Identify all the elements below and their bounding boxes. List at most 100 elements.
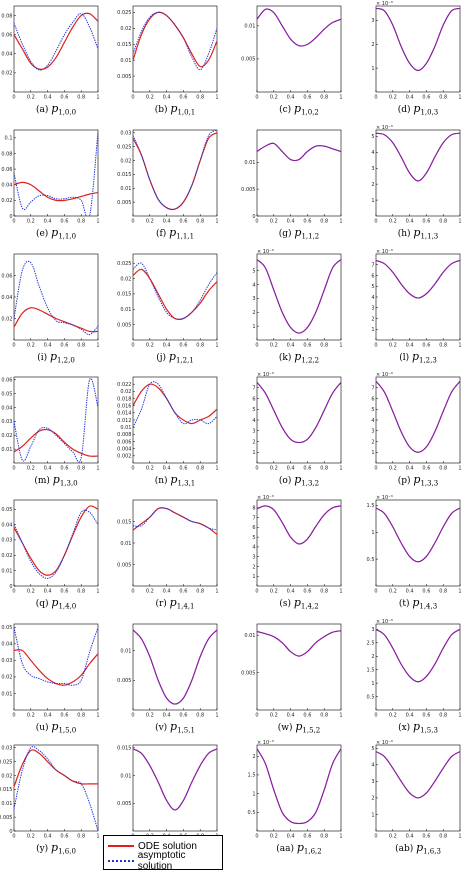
x-tick-label: 1 <box>339 713 342 719</box>
series-line-ode <box>14 12 98 70</box>
x-tick-label: 1 <box>339 834 342 840</box>
x-tick-label: 0.6 <box>60 589 68 595</box>
x-tick-label: 0.4 <box>287 834 295 840</box>
y-tick-label: 1 <box>371 327 374 333</box>
y-tick-label: 3 <box>371 429 374 435</box>
x-tick-label: 0.8 <box>77 834 85 840</box>
x-tick-label: 0.6 <box>422 95 430 101</box>
x-tick-label: 0.6 <box>60 95 68 101</box>
legend-item-ode: ODE solution <box>108 839 197 853</box>
y-tick-label: 0.06 <box>1 167 12 173</box>
x-tick-label: 0.4 <box>406 713 414 719</box>
x-tick-label: 1 <box>96 834 99 840</box>
y-tick-label: 0.022 <box>117 382 131 388</box>
y-tick-label: 0.015 <box>0 787 13 793</box>
y-tick-label: 0.005 <box>241 187 255 193</box>
axes-frame <box>375 623 461 711</box>
y-tick-label: 2 <box>371 654 374 660</box>
subplot: 0 0.2 0.4 0.6 0.8 1 0 0.01 0.02 0.03 0.04 0.05 (q) p… <box>1 499 100 611</box>
axes-frame <box>132 623 218 711</box>
series-line-asymptotic <box>257 8 341 47</box>
x-tick-label: 1 <box>96 95 99 101</box>
x-tick-label: 0.8 <box>439 95 447 101</box>
y-exponent-label: × 10⁻³ <box>376 125 393 131</box>
x-tick-label: 0.4 <box>406 834 414 840</box>
x-tick-label: 0.6 <box>422 343 430 349</box>
x-tick-label: 0 <box>374 466 377 472</box>
y-tick-label: 0.02 <box>120 26 131 32</box>
y-tick-label: 2 <box>252 439 255 445</box>
y-tick-label: 0 <box>9 584 12 590</box>
x-tick-label: 0.2 <box>389 466 397 472</box>
subplot-caption: (g) p1,1,2 <box>279 226 320 241</box>
y-tick-label: 2.5 <box>367 641 375 647</box>
axes-frame <box>132 744 218 832</box>
x-tick-label: 0.8 <box>196 343 204 349</box>
x-tick-label: 0.2 <box>27 219 35 225</box>
y-tick-label: 0.015 <box>117 172 131 178</box>
subplot: 0 0.2 0.4 0.6 0.8 1 1 2 3 4 5 6 7 × 10⁻³ (o) p1,3,2 <box>252 372 342 487</box>
series-line-asymptotic <box>133 262 217 320</box>
x-tick-label: 0.2 <box>27 466 35 472</box>
axes-frame <box>375 744 461 832</box>
subplot: 0 0.2 0.4 0.6 0.8 1 0 0.005 0.01 0.015 0.02 0.025 0.… <box>0 744 100 856</box>
y-tick-label: 0.014 <box>117 411 131 417</box>
y-tick-label: 5 <box>371 134 374 140</box>
x-tick-label: 0.4 <box>406 219 414 225</box>
x-tick-label: 0.8 <box>196 95 204 101</box>
y-tick-label: 0.004 <box>117 446 131 452</box>
y-tick-label: 0.002 <box>117 454 131 460</box>
y-tick-label: 0.025 <box>0 759 13 765</box>
x-tick-label: 0.2 <box>270 834 278 840</box>
subplot: 0 0.2 0.4 0.6 0.8 1 0.01 0.02 0.03 0.04 0.05 0.06 (m… <box>1 376 100 488</box>
x-tick-label: 0 <box>374 343 377 349</box>
y-exponent-label: × 10⁻³ <box>257 249 274 255</box>
x-tick-label: 0.4 <box>163 343 171 349</box>
series-line-asymptotic <box>14 509 98 579</box>
x-tick-label: 0.2 <box>146 95 154 101</box>
axes-frame <box>13 744 99 832</box>
y-tick-label: 0.05 <box>1 391 12 397</box>
y-tick-label: 0 <box>9 214 12 220</box>
x-tick-label: 1 <box>458 713 461 719</box>
x-tick-label: 0 <box>131 219 134 225</box>
y-tick-label: 1 <box>371 198 374 204</box>
y-tick-label: 0.012 <box>117 418 131 424</box>
subplot-caption: (j) p1,2,1 <box>156 350 194 365</box>
series-line-ode <box>14 649 98 686</box>
x-tick-label: 1 <box>458 343 461 349</box>
axes-frame <box>256 129 342 217</box>
subplot-caption: (aa) p1,6,2 <box>276 841 321 856</box>
x-tick-label: 0.8 <box>320 589 328 595</box>
y-tick-label: 0.01 <box>120 307 131 313</box>
x-tick-label: 0.6 <box>179 95 187 101</box>
x-tick-label: 0.2 <box>389 713 397 719</box>
axes-frame <box>13 499 99 587</box>
axes-frame <box>256 744 342 832</box>
y-tick-label: 2 <box>252 564 255 570</box>
series-line-asymptotic <box>257 748 341 824</box>
y-exponent-label: × 10⁻³ <box>376 1 393 7</box>
axes-frame <box>132 5 218 93</box>
y-tick-label: 0.02 <box>120 276 131 282</box>
subplot-caption: (p) p1,3,3 <box>398 473 439 488</box>
series-line-asymptotic <box>133 748 217 811</box>
subplot-caption: (x) p1,5,3 <box>398 720 438 735</box>
x-tick-label: 0 <box>12 343 15 349</box>
x-tick-label: 0 <box>131 343 134 349</box>
y-tick-label: 0.018 <box>117 396 131 402</box>
subplot: 0 0.2 0.4 0.6 0.8 1 0.005 0.01 (c) p1,0,2 <box>241 5 343 117</box>
y-tick-label: 0.005 <box>117 678 131 684</box>
series-line-asymptotic <box>14 746 98 831</box>
x-tick-label: 0.8 <box>439 343 447 349</box>
subplot-caption: (t) p1,4,3 <box>399 596 437 611</box>
y-exponent-label: × 10⁻³ <box>257 372 274 378</box>
x-tick-label: 0.8 <box>320 219 328 225</box>
x-tick-label: 0.4 <box>287 713 295 719</box>
y-exponent-label: × 10⁻³ <box>376 619 393 625</box>
x-tick-label: 1 <box>215 219 218 225</box>
y-tick-label: 0.03 <box>1 658 12 664</box>
y-tick-label: 0.05 <box>1 507 12 513</box>
subplot: 0 0.2 0.4 0.6 0.8 1 0.02 0.04 0.06 (i) p1,2,0 <box>1 253 100 365</box>
axes-frame <box>256 499 342 587</box>
